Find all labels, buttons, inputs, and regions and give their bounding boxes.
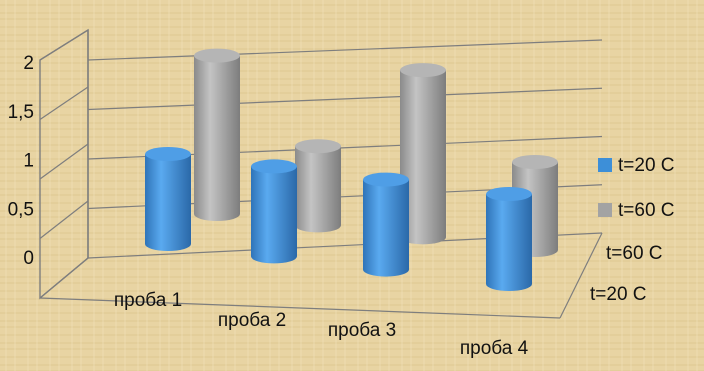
cylinder-body <box>400 70 446 245</box>
y-tick-label: 0 <box>23 248 34 269</box>
cylinder-top <box>512 155 558 169</box>
bar-series-2-2 <box>295 139 341 233</box>
legend-label: t=60 C <box>618 200 675 221</box>
bar-series-1-2 <box>251 159 297 264</box>
legend-swatch <box>598 203 612 217</box>
y-tick-label: 1,5 <box>8 102 34 123</box>
side-gridline <box>39 86 89 120</box>
cylinder-body <box>295 146 341 233</box>
cylinder-body <box>145 154 191 251</box>
y-tick-label: 0,5 <box>8 199 34 220</box>
depth-label: t=20 C <box>590 284 647 305</box>
y-axis-ticks: 0 0,5 1 1,5 2 <box>8 53 34 269</box>
side-gridline <box>39 257 89 299</box>
floor-front-edge <box>39 297 561 319</box>
cylinder-top <box>145 147 191 161</box>
category-label: проба 3 <box>328 320 396 341</box>
cylinder-top <box>486 187 532 201</box>
legend-label: t=20 C <box>618 155 675 176</box>
cylinder-top <box>251 159 297 174</box>
side-gridline <box>39 200 89 239</box>
legend: t=20 C t=60 C <box>598 155 675 221</box>
side-gridline <box>39 143 89 180</box>
bar-series-2-3 <box>400 63 446 245</box>
floor-right-edge <box>559 232 603 319</box>
side-gridline <box>39 29 89 61</box>
cylinder-top <box>194 48 240 63</box>
cylinder-body <box>194 55 240 221</box>
y-tick-label: 1 <box>23 151 34 172</box>
cylinder-body <box>363 179 410 277</box>
cylinder-body <box>486 194 532 291</box>
depth-axis-labels: t=20 C t=60 C <box>590 243 663 305</box>
bar-series-1-4 <box>486 187 532 291</box>
back-gridline <box>87 87 603 111</box>
bar-series-2-1 <box>194 48 240 221</box>
bar-series-1-3 <box>363 172 410 277</box>
category-label: проба 2 <box>218 310 286 331</box>
cylinder-top <box>295 139 341 154</box>
y-tick-label: 2 <box>23 53 34 74</box>
category-label: проба 4 <box>460 338 529 359</box>
cylinder-body <box>251 166 297 264</box>
depth-label: t=60 C <box>606 243 663 264</box>
category-labels: проба 1 проба 2 проба 3 проба 4 <box>114 290 529 359</box>
cylinder-top <box>363 172 409 187</box>
cylinder-top <box>400 63 446 78</box>
back-gridline <box>87 39 603 61</box>
bars-group <box>145 48 558 291</box>
bar-series-1-1 <box>145 147 191 251</box>
legend-swatch <box>598 158 612 172</box>
category-label: проба 1 <box>114 290 182 311</box>
